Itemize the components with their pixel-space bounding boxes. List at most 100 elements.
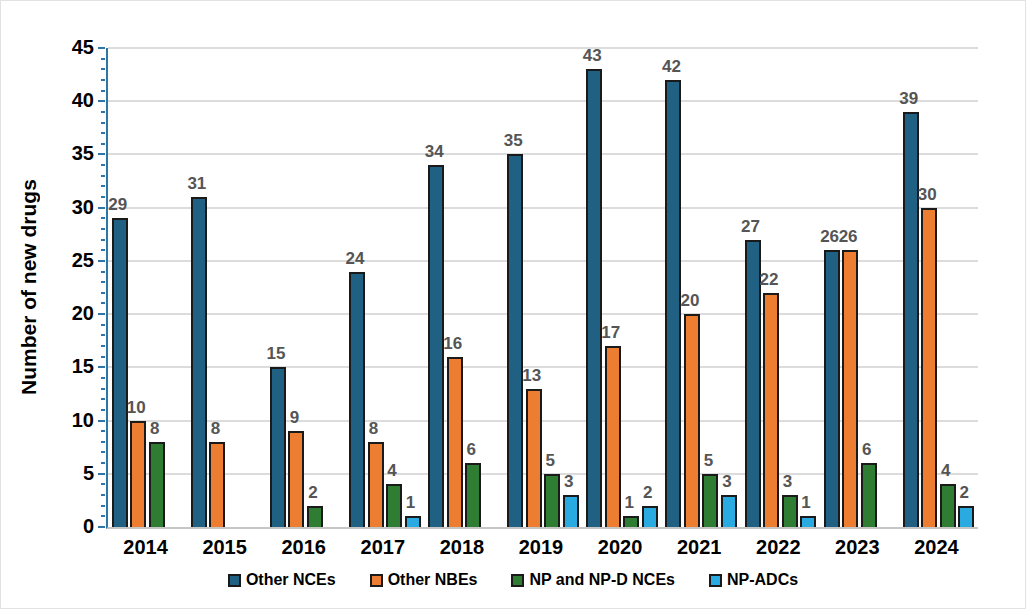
bar-value-label: 4 — [924, 462, 968, 479]
bar-value-label: 8 — [352, 420, 396, 437]
y-minor-tick — [101, 111, 105, 113]
bar-value-label: 30 — [905, 186, 949, 203]
x-tick-label-2019: 2019 — [496, 536, 586, 559]
bar-value-label: 20 — [668, 292, 712, 309]
y-minor-tick — [101, 122, 105, 124]
bar-other-nbes-2017 — [368, 442, 384, 527]
y-tick-label: 45 — [34, 36, 94, 59]
bar-other-nces-2014 — [112, 218, 128, 527]
y-tick-label: 0 — [34, 515, 94, 538]
bar-value-label: 26 — [826, 228, 870, 245]
bar-np-and-np-d-nces-2020 — [623, 516, 639, 527]
legend-item-np-and-np-d-nces: NP and NP-D NCEs — [511, 571, 675, 589]
bar-value-label: 5 — [686, 452, 730, 469]
y-minor-tick — [101, 249, 105, 251]
bar-value-label: 6 — [845, 441, 889, 458]
bar-value-label: 9 — [272, 409, 316, 426]
bar-value-label: 35 — [491, 132, 535, 149]
bar-other-nbes-2016 — [288, 431, 304, 527]
legend-marker-icon — [511, 574, 524, 587]
legend-label: NP and NP-D NCEs — [529, 571, 675, 589]
y-minor-tick — [101, 345, 105, 347]
y-minor-tick — [101, 292, 105, 294]
bar-other-nces-2017 — [349, 272, 365, 527]
legend-marker-icon — [370, 574, 383, 587]
bar-other-nces-2019 — [507, 154, 523, 527]
bar-value-label: 43 — [570, 47, 614, 64]
bar-value-label: 8 — [193, 420, 237, 437]
y-tick-label: 40 — [34, 89, 94, 112]
y-major-tick — [98, 100, 105, 102]
legend-item-other-nces: Other NCEs — [228, 571, 336, 589]
y-major-tick — [98, 260, 105, 262]
bar-other-nces-2015 — [191, 197, 207, 527]
gridline — [108, 100, 978, 102]
bar-value-label: 4 — [370, 462, 414, 479]
y-major-tick — [98, 420, 105, 422]
bar-value-label: 1 — [784, 494, 828, 511]
gridline — [108, 47, 978, 49]
bar-other-nbes-2022 — [763, 293, 779, 527]
y-tick-label: 15 — [34, 355, 94, 378]
y-minor-tick — [101, 239, 105, 241]
x-tick-label-2020: 2020 — [575, 536, 665, 559]
y-minor-tick — [101, 388, 105, 390]
bar-other-nbes-2021 — [684, 314, 700, 527]
bar-np-adcs-2017 — [405, 516, 421, 527]
bar-other-nbes-2015 — [209, 442, 225, 527]
legend-item-np-adcs: NP-ADCs — [709, 571, 798, 589]
gridline — [108, 207, 978, 209]
bar-other-nbes-2023 — [842, 250, 858, 527]
y-minor-tick — [101, 377, 105, 379]
bar-np-adcs-2021 — [721, 495, 737, 527]
bar-value-label: 15 — [254, 345, 298, 362]
y-minor-tick — [101, 90, 105, 92]
bar-value-label: 13 — [510, 367, 554, 384]
y-minor-tick — [101, 143, 105, 145]
y-major-tick — [98, 47, 105, 49]
bar-value-label: 24 — [333, 250, 377, 267]
legend-marker-icon — [709, 574, 722, 587]
y-tick-label: 30 — [34, 196, 94, 219]
x-tick-label-2015: 2015 — [180, 536, 270, 559]
y-tick-label: 5 — [34, 462, 94, 485]
y-minor-tick — [101, 58, 105, 60]
x-tick-label-2014: 2014 — [101, 536, 191, 559]
y-minor-tick — [101, 515, 105, 517]
bar-other-nces-2023 — [824, 250, 840, 527]
x-tick-label-2022: 2022 — [733, 536, 823, 559]
x-tick-label-2017: 2017 — [338, 536, 428, 559]
y-major-tick — [98, 526, 105, 528]
y-tick-label: 10 — [34, 409, 94, 432]
bar-value-label: 27 — [729, 218, 773, 235]
bar-value-label: 2 — [291, 484, 335, 501]
y-minor-tick — [101, 271, 105, 273]
y-minor-tick — [101, 302, 105, 304]
bar-value-label: 3 — [547, 473, 591, 490]
y-minor-tick — [101, 185, 105, 187]
bar-value-label: 8 — [133, 420, 177, 437]
bar-other-nces-2016 — [270, 367, 286, 527]
y-major-tick — [98, 313, 105, 315]
legend-label: Other NBEs — [388, 571, 478, 589]
y-minor-tick — [101, 334, 105, 336]
gridline — [108, 153, 978, 155]
y-axis-title: Number of new drugs — [17, 48, 41, 527]
bar-value-label: 5 — [528, 452, 572, 469]
y-tick-label: 35 — [34, 142, 94, 165]
bar-value-label: 3 — [766, 473, 810, 490]
bar-np-and-np-d-nces-2014 — [149, 442, 165, 527]
x-tick-label-2016: 2016 — [259, 536, 349, 559]
y-minor-tick — [101, 441, 105, 443]
bar-np-and-np-d-nces-2016 — [307, 506, 323, 527]
y-tick-label: 25 — [34, 249, 94, 272]
bar-np-and-np-d-nces-2023 — [861, 463, 877, 527]
bar-value-label: 6 — [449, 441, 493, 458]
bar-other-nces-2020 — [586, 69, 602, 527]
y-minor-tick — [101, 68, 105, 70]
legend: Other NCEs Other NBEs NP and NP-D NCEs NP-A… — [1, 571, 1025, 589]
y-tick-label: 20 — [34, 302, 94, 325]
y-minor-tick — [101, 398, 105, 400]
legend-item-other-nbes: Other NBEs — [370, 571, 478, 589]
y-minor-tick — [101, 409, 105, 411]
